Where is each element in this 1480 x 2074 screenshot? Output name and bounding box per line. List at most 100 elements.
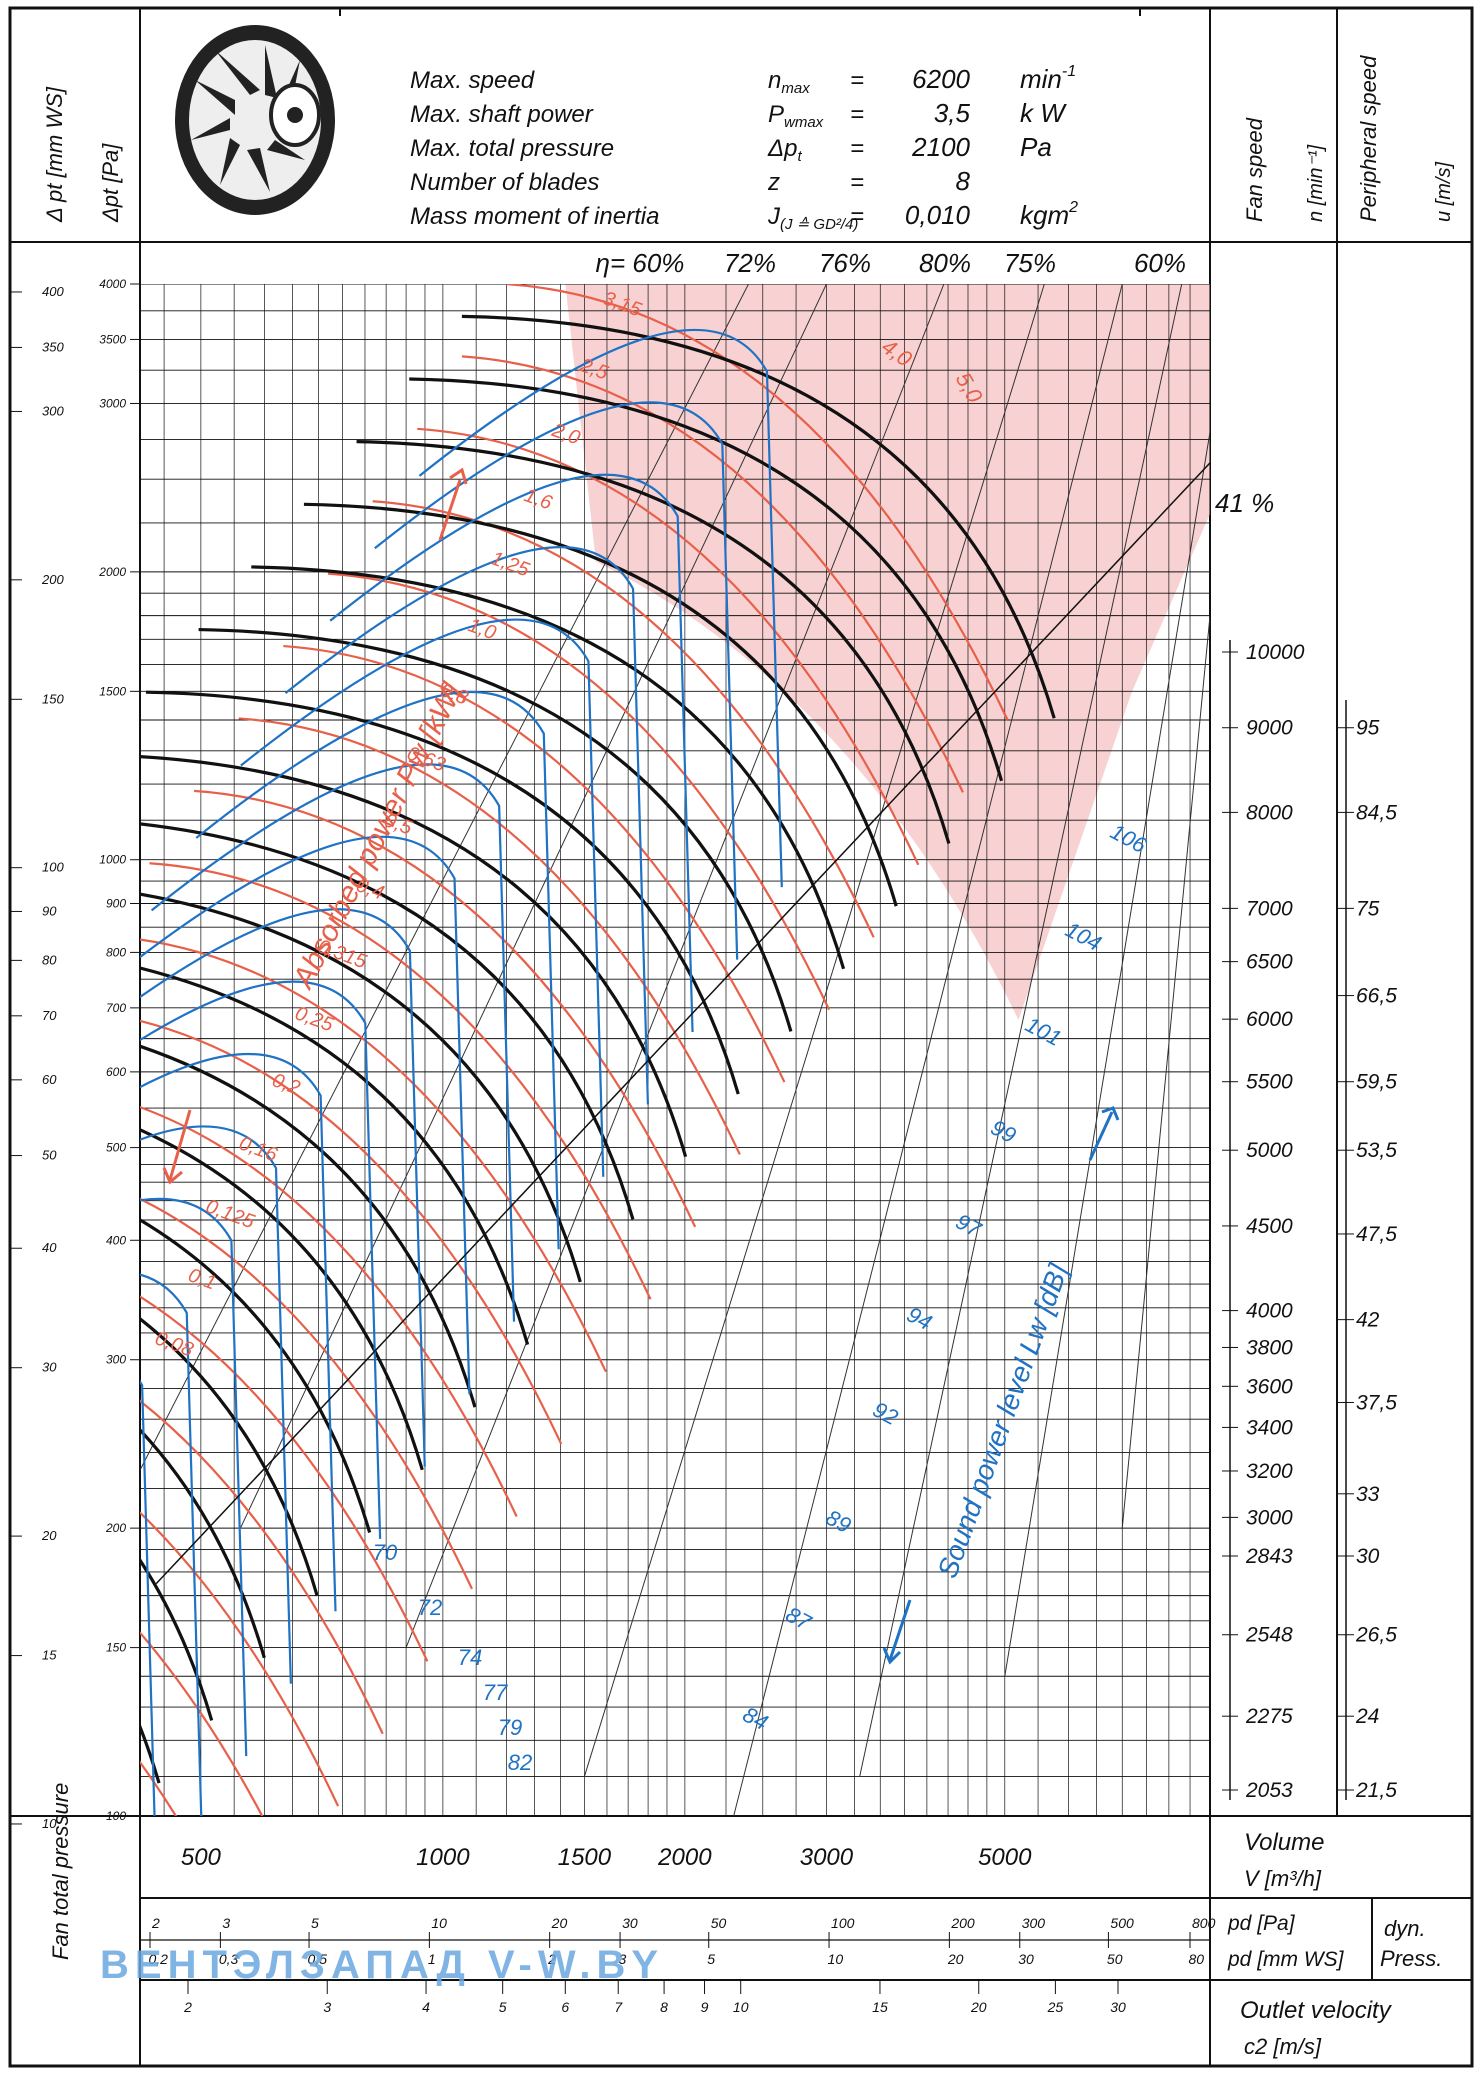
- x-tick-label: 3000: [800, 1844, 854, 1871]
- y-tick-mmws-label: 400: [42, 284, 64, 299]
- y-tick-pa-label: 1500: [99, 684, 126, 698]
- x-tick-label: 5000: [978, 1844, 1032, 1871]
- spec-eq: =: [850, 101, 864, 128]
- c2-tick-label: 30: [1110, 1999, 1126, 2015]
- y-tick-pa-label: 300: [106, 1353, 126, 1367]
- spec-eq: =: [850, 135, 864, 162]
- outlet-velocity-label: Outlet velocity: [1240, 1997, 1393, 2024]
- impeller-icon: [175, 25, 335, 215]
- efficiency-ray: [1121, 615, 1210, 1529]
- pd-pa-tick-label: 5: [311, 1915, 319, 1931]
- pd-mmws-tick-label: 20: [947, 1951, 964, 1967]
- c2-tick-label: 7: [614, 1999, 623, 2015]
- plot-area: [0, 284, 1210, 2074]
- y-tick-mmws-label: 150: [42, 691, 64, 706]
- sound-level-label: 101: [1021, 1012, 1065, 1051]
- peripheral-speed-label: 66,5: [1356, 985, 1397, 1008]
- pd-pa-label: pd [Pa]: [1227, 1912, 1296, 1935]
- volume-unit: V [m³/h]: [1244, 1866, 1322, 1891]
- fan-speed-label: 9000: [1246, 717, 1293, 740]
- y-tick-pa-label: 150: [106, 1641, 126, 1655]
- spec-label: Mass moment of inertia: [410, 203, 659, 230]
- power-curve: [417, 427, 920, 866]
- speed-curve: [140, 1316, 319, 1596]
- power-curve: [140, 1019, 563, 1445]
- y-tick-pa-label: 200: [105, 1521, 126, 1535]
- spec-unit: Pa: [1020, 132, 1052, 162]
- c2-tick-label: 9: [701, 1999, 709, 2015]
- peripheral-speed-label: 95: [1356, 717, 1380, 740]
- sound-level-label: 77: [483, 1680, 508, 1705]
- y-tick-mmws-label: 20: [41, 1528, 57, 1543]
- efficiency-limit-label: 41 %: [1215, 488, 1274, 518]
- fan-speed-label: 6000: [1246, 1008, 1293, 1031]
- pd-pa-tick-label: 10: [431, 1915, 447, 1931]
- c2-tick-label: 15: [872, 1999, 888, 2015]
- spec-symbol: Δpt: [767, 135, 802, 165]
- y-tick-mmws-label: 90: [42, 903, 57, 918]
- fan-total-pressure-label: Fan total pressure: [48, 1783, 73, 1960]
- sound-level-label: 79: [498, 1715, 522, 1740]
- x-tick-label: 1000: [416, 1844, 470, 1871]
- spec-value: 6200: [912, 64, 970, 94]
- spec-value: 8: [956, 166, 971, 196]
- y-tick-mmws-label: 80: [42, 952, 57, 967]
- sound-level-label: 99: [987, 1115, 1020, 1149]
- power-curve: [0, 1660, 160, 2074]
- sound-level-label: 104: [1061, 917, 1105, 956]
- spec-symbol: z: [767, 169, 780, 196]
- x-tick-label: 1500: [558, 1844, 612, 1871]
- fan-speed-label: 2843: [1245, 1545, 1293, 1568]
- speed-curve: [140, 755, 688, 1158]
- y-tick-pa-label: 900: [106, 896, 126, 910]
- fan-speed-label: 8000: [1246, 801, 1293, 824]
- power-curve: [140, 1197, 473, 1590]
- sound-level-label: 82: [508, 1750, 532, 1775]
- peripheral-speed-label: 42: [1356, 1309, 1380, 1332]
- power-curve: [140, 1631, 264, 1816]
- boundary-line: [155, 462, 1210, 1585]
- fan-speed-label: 10000: [1246, 641, 1305, 664]
- y-tick-mmws-label: 10: [42, 1816, 57, 1831]
- peripheral-speed-label: 75: [1356, 897, 1380, 920]
- power-curve: [506, 284, 1009, 721]
- pd-pa-tick-label: 300: [1022, 1915, 1046, 1931]
- y-tick-mmws-label: 60: [42, 1072, 57, 1087]
- y-tick-pa-label: 2000: [98, 565, 126, 579]
- pd-mmws-tick-label: 0,5: [308, 1951, 328, 1967]
- spec-label: Max. shaft power: [410, 101, 594, 128]
- peripheral-speed-label: 21,5: [1355, 1779, 1397, 1802]
- spec-value: 0,010: [905, 200, 971, 230]
- volume-label: Volume: [1244, 1829, 1324, 1856]
- y-tick-mmws-label: 100: [42, 860, 64, 875]
- efficiency-label: 76%: [819, 248, 871, 278]
- sound-curve: [140, 908, 426, 1467]
- speed-curve: [140, 1127, 424, 1471]
- speed-curve: [140, 1722, 161, 1784]
- spec-label: Max. total pressure: [410, 135, 614, 162]
- sound-curve: [329, 473, 694, 1033]
- fan-speed-label: 7000: [1246, 897, 1293, 920]
- peripheral-speed-label: 24: [1355, 1705, 1379, 1728]
- sound-level-label: 72: [418, 1595, 442, 1620]
- pd-mmws-tick-label: 0,3: [219, 1951, 239, 1967]
- spec-label: Number of blades: [410, 169, 599, 196]
- peripheral-speed-label: 47,5: [1356, 1223, 1397, 1246]
- efficiency-label: 80%: [919, 248, 971, 278]
- speed-curve: [356, 440, 951, 844]
- sound-curve: [150, 763, 516, 1322]
- pd-pa-tick-label: 50: [711, 1915, 727, 1931]
- power-curve: [140, 938, 607, 1373]
- fan-speed-unit: n [min⁻¹]: [1305, 144, 1327, 222]
- power-curve: [194, 789, 697, 1228]
- spec-symbol: nmax: [768, 67, 810, 97]
- sound-level-label: 94: [903, 1302, 936, 1336]
- spec-symbol: Pwmax: [768, 101, 824, 131]
- power-curve: [283, 644, 786, 1083]
- speed-curve: [140, 822, 635, 1220]
- spec-label: Max. speed: [410, 67, 535, 94]
- sound-curve: [140, 1125, 292, 1684]
- pd-mmws-label: pd [mm WS]: [1227, 1948, 1345, 1971]
- power-curve: [140, 1760, 178, 1816]
